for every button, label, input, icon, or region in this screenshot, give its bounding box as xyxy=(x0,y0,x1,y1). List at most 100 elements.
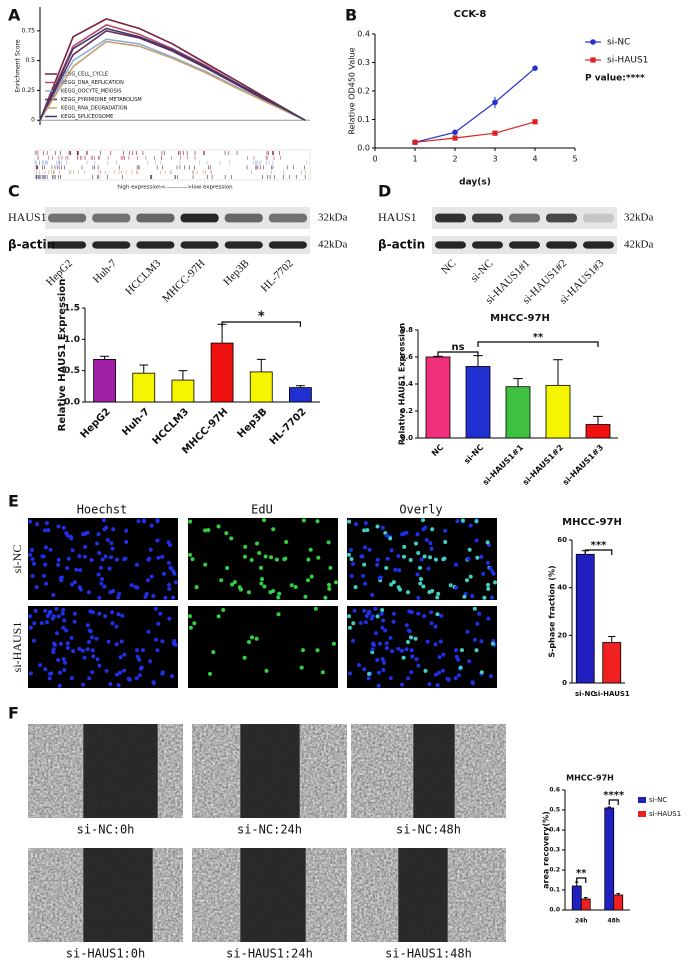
bar xyxy=(585,424,611,439)
cell-nucleus xyxy=(97,663,102,668)
cell-nucleus xyxy=(460,648,464,653)
cell-nucleus xyxy=(141,518,146,523)
cell-nucleus xyxy=(380,625,385,630)
cell-nucleus xyxy=(363,620,368,625)
wound-gap xyxy=(398,848,448,942)
legend-label: si-HAUS1 xyxy=(607,56,648,66)
cell-nucleus xyxy=(58,670,62,675)
cell-nucleus xyxy=(388,676,393,681)
blot-protein-label: β-actin xyxy=(378,238,425,252)
cell-nucleus xyxy=(436,591,441,596)
x-tick-label: si-HAUS1 xyxy=(594,690,630,698)
cell-nucleus xyxy=(384,566,389,570)
cell-nucleus xyxy=(221,608,226,612)
cell-nucleus xyxy=(44,581,49,586)
y-tick-label: 0.0 xyxy=(401,434,414,442)
cell-nucleus xyxy=(38,663,43,668)
wound-caption: si-HAUS1:0h xyxy=(66,947,145,961)
blot-band xyxy=(48,213,87,223)
cell-nucleus xyxy=(216,524,221,529)
cell-nucleus xyxy=(239,587,243,592)
significance-bracket xyxy=(584,549,613,555)
cell-nucleus xyxy=(360,554,365,559)
cell-nucleus xyxy=(441,652,446,657)
blot-lane-label: HCCLM3 xyxy=(123,257,163,297)
x-tick-label: 3 xyxy=(492,155,497,164)
cell-nucleus xyxy=(72,619,77,624)
cell-nucleus xyxy=(51,593,56,597)
blot-band xyxy=(583,213,614,223)
cell-nucleus xyxy=(486,586,491,591)
cell-nucleus xyxy=(87,640,91,644)
cell-nucleus xyxy=(465,578,469,583)
cell-nucleus xyxy=(117,591,122,596)
cell-nucleus xyxy=(428,555,432,560)
legend-label: KEGG_SPLICEOSOME xyxy=(61,114,113,120)
cell-nucleus xyxy=(375,658,380,662)
cell-nucleus xyxy=(398,587,402,592)
cell-nucleus xyxy=(352,608,357,613)
cell-nucleus xyxy=(111,589,116,593)
data-point xyxy=(452,129,458,136)
bar xyxy=(465,366,491,439)
cell-nucleus xyxy=(192,621,197,626)
cell-nucleus xyxy=(69,635,74,640)
bar xyxy=(580,898,591,911)
cell-nucleus xyxy=(87,676,92,681)
cell-nucleus xyxy=(401,655,406,660)
cell-nucleus xyxy=(44,620,49,625)
cell-nucleus xyxy=(108,682,113,687)
cell-nucleus xyxy=(414,657,419,662)
cell-nucleus xyxy=(376,683,381,688)
cell-nucleus xyxy=(103,554,108,559)
bar xyxy=(425,356,451,439)
y-tick-label: 0 xyxy=(562,679,567,687)
cell-nucleus xyxy=(277,591,282,596)
y-axis-label: Relative HAUS1 Expression xyxy=(398,323,407,445)
cell-nucleus xyxy=(375,524,380,529)
cell-nucleus xyxy=(208,671,212,676)
series-line xyxy=(39,18,306,121)
cell-nucleus xyxy=(104,668,109,673)
cell-nucleus xyxy=(276,612,281,617)
cell-nucleus xyxy=(82,655,87,660)
cell-nucleus xyxy=(362,528,367,533)
y-tick-label: 0.3 xyxy=(357,58,370,67)
cell-nucleus xyxy=(190,557,195,562)
panel-letter: E xyxy=(8,492,19,511)
blot-band xyxy=(180,213,219,223)
cell-nucleus xyxy=(326,540,331,545)
cell-nucleus xyxy=(97,595,102,600)
y-tick-label: 0.25 xyxy=(22,87,36,94)
cell-nucleus xyxy=(320,670,325,675)
cell-nucleus xyxy=(416,551,421,555)
cell-nucleus xyxy=(48,609,53,614)
cell-nucleus xyxy=(69,536,74,541)
blot-band xyxy=(546,213,577,223)
blot-background xyxy=(45,236,310,254)
y-tick-label: 0.6 xyxy=(401,353,414,361)
cell-nucleus xyxy=(418,565,422,570)
cell-nucleus xyxy=(102,518,106,523)
cell-nucleus xyxy=(188,614,192,619)
cell-nucleus xyxy=(430,527,435,532)
legend-label: si-NC xyxy=(607,38,630,48)
cell-nucleus xyxy=(424,538,429,542)
wound-caption: si-NC:24h xyxy=(237,823,302,837)
cell-nucleus xyxy=(486,616,491,621)
blot-lane-label: Huh-7 xyxy=(91,257,120,286)
x-tick-label: 0 xyxy=(372,155,377,164)
blot-protein-label: β-actin xyxy=(8,238,55,252)
cell-nucleus xyxy=(188,519,193,524)
cell-nucleus xyxy=(419,557,424,562)
cell-nucleus xyxy=(114,642,119,647)
cell-nucleus xyxy=(454,654,459,659)
cell-nucleus xyxy=(229,536,234,541)
y-tick-label: 0.4 xyxy=(549,827,560,834)
cell-nucleus xyxy=(367,547,372,552)
cell-nucleus xyxy=(65,641,70,646)
cell-nucleus xyxy=(482,595,487,600)
blot-band xyxy=(472,241,503,249)
cell-nucleus xyxy=(203,562,208,567)
